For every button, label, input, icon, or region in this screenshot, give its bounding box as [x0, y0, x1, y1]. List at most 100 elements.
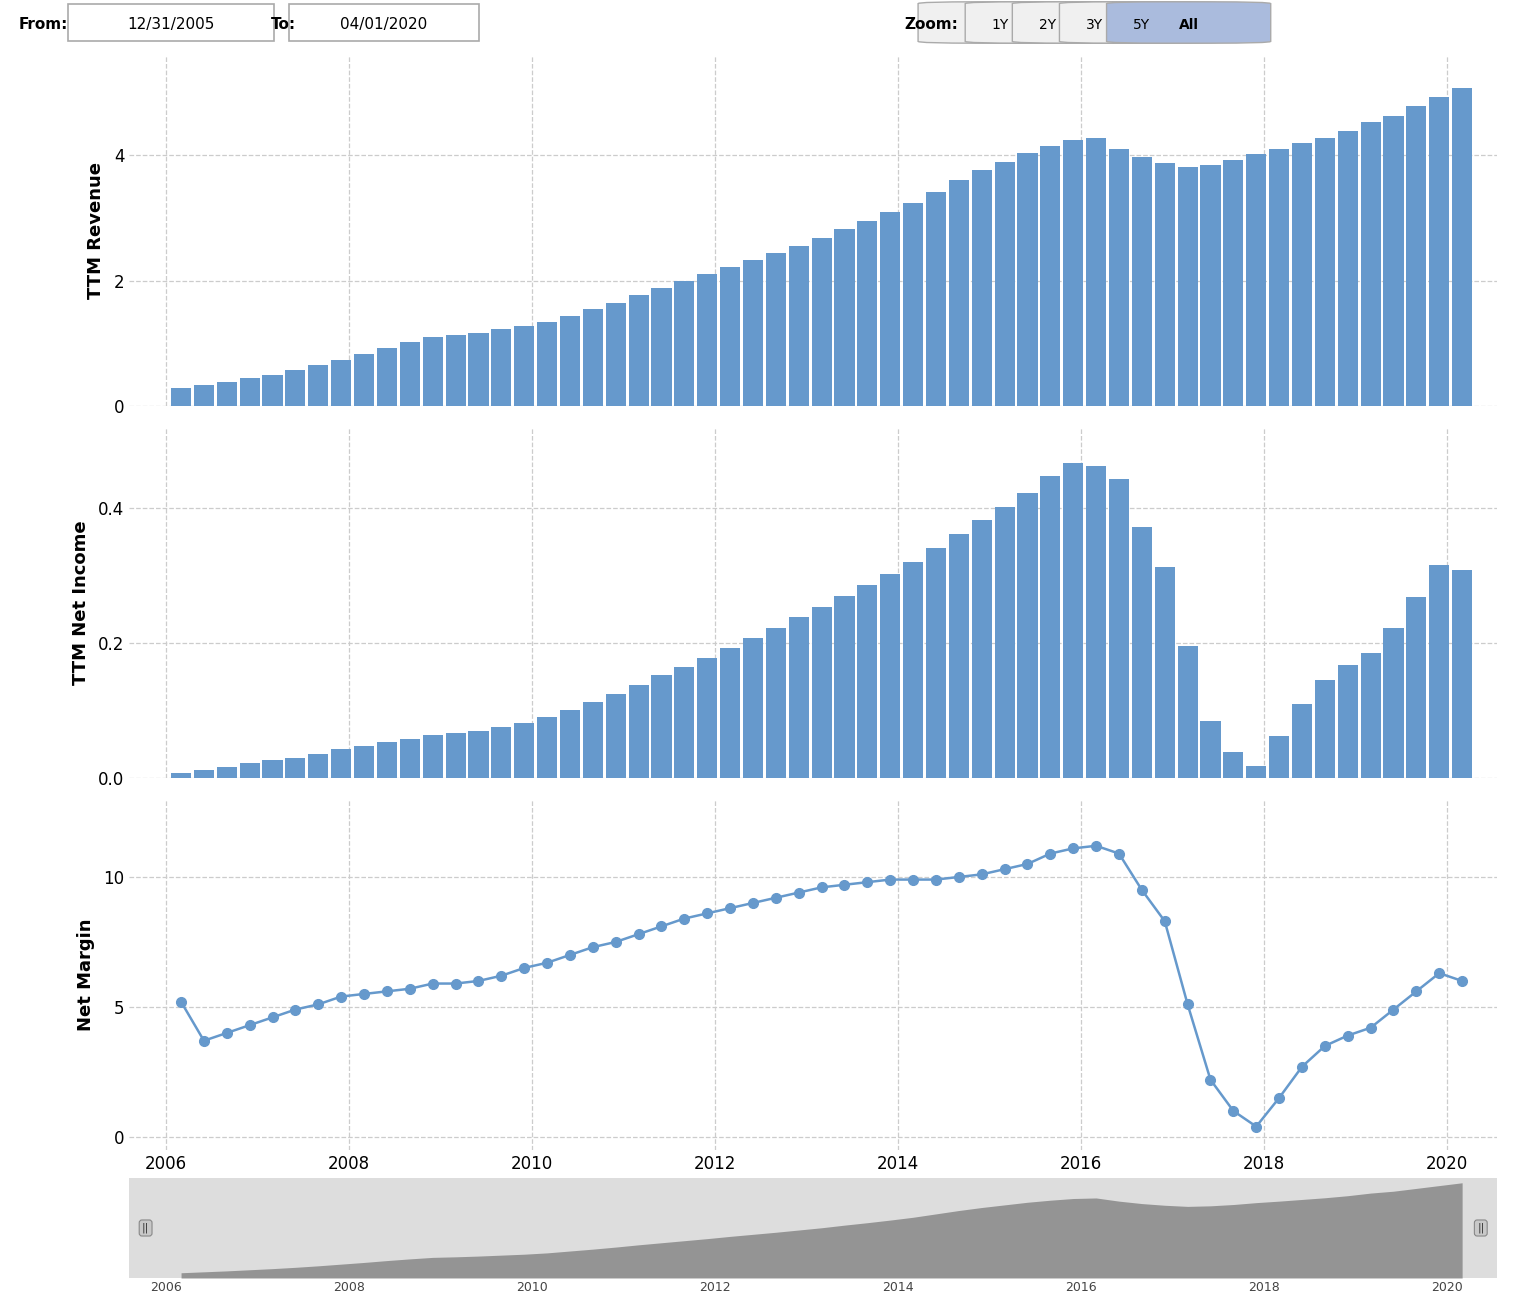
- Bar: [675, 667, 695, 778]
- Bar: [720, 267, 740, 405]
- Bar: [1338, 131, 1357, 405]
- Bar: [263, 760, 283, 778]
- Bar: [880, 574, 900, 778]
- Bar: [400, 341, 420, 405]
- Text: All: All: [1178, 18, 1199, 31]
- Bar: [1085, 466, 1107, 778]
- Text: 3Y: 3Y: [1085, 18, 1104, 31]
- Bar: [354, 354, 374, 405]
- Bar: [1429, 565, 1449, 778]
- Y-axis label: TTM Net Income: TTM Net Income: [71, 521, 90, 685]
- Bar: [1132, 527, 1152, 778]
- Bar: [926, 548, 945, 778]
- Bar: [491, 330, 511, 405]
- Bar: [766, 252, 786, 405]
- Bar: [514, 722, 534, 778]
- Bar: [559, 315, 581, 405]
- Bar: [1062, 463, 1084, 778]
- Bar: [1132, 157, 1152, 405]
- Bar: [445, 734, 465, 778]
- Bar: [948, 181, 968, 405]
- Text: 2Y: 2Y: [1038, 18, 1056, 31]
- Bar: [628, 685, 649, 778]
- Bar: [1246, 765, 1266, 778]
- Bar: [1178, 166, 1198, 405]
- Bar: [1292, 144, 1312, 405]
- Bar: [994, 506, 1015, 778]
- Bar: [1110, 149, 1129, 405]
- Bar: [582, 310, 603, 405]
- Bar: [652, 288, 672, 405]
- Bar: [1040, 476, 1061, 778]
- Bar: [468, 332, 488, 405]
- Bar: [514, 327, 534, 405]
- Text: To:: To:: [271, 17, 296, 33]
- Bar: [857, 585, 877, 778]
- Bar: [812, 607, 831, 778]
- Bar: [240, 378, 260, 405]
- Text: 5Y: 5Y: [1132, 18, 1151, 31]
- FancyBboxPatch shape: [965, 1, 1129, 43]
- FancyBboxPatch shape: [918, 1, 1082, 43]
- Bar: [903, 562, 923, 778]
- Bar: [559, 710, 581, 778]
- Y-axis label: TTM Revenue: TTM Revenue: [87, 162, 105, 300]
- FancyBboxPatch shape: [289, 4, 479, 41]
- Bar: [377, 348, 397, 405]
- Bar: [1017, 153, 1038, 405]
- Bar: [1360, 653, 1380, 778]
- Bar: [354, 746, 374, 778]
- Bar: [1155, 162, 1175, 405]
- Bar: [605, 695, 626, 778]
- FancyBboxPatch shape: [68, 4, 274, 41]
- Bar: [423, 337, 442, 405]
- Text: ||: ||: [1477, 1223, 1485, 1233]
- Text: 1Y: 1Y: [991, 18, 1009, 31]
- Bar: [698, 275, 717, 405]
- Bar: [286, 370, 306, 405]
- Bar: [1224, 161, 1243, 405]
- Bar: [971, 521, 991, 778]
- Bar: [286, 757, 306, 778]
- Bar: [743, 637, 763, 778]
- Bar: [834, 595, 854, 778]
- Bar: [331, 749, 351, 778]
- Bar: [1201, 721, 1221, 778]
- Bar: [628, 296, 649, 405]
- Bar: [1406, 106, 1426, 405]
- Bar: [1429, 97, 1449, 405]
- Bar: [400, 739, 420, 778]
- Bar: [491, 727, 511, 778]
- Bar: [377, 742, 397, 778]
- Bar: [1040, 146, 1061, 405]
- Bar: [170, 773, 192, 778]
- Bar: [331, 360, 351, 405]
- Bar: [1178, 646, 1198, 778]
- Bar: [1246, 154, 1266, 405]
- Bar: [170, 388, 192, 405]
- Bar: [675, 281, 695, 405]
- Bar: [903, 203, 923, 405]
- Text: Zoom:: Zoom:: [904, 17, 958, 33]
- Bar: [1110, 479, 1129, 778]
- Bar: [789, 246, 809, 405]
- Bar: [834, 229, 854, 405]
- Bar: [240, 763, 260, 778]
- Bar: [423, 735, 442, 778]
- Bar: [1360, 122, 1380, 405]
- Bar: [652, 675, 672, 778]
- Bar: [1383, 116, 1403, 405]
- Bar: [605, 302, 626, 405]
- Bar: [789, 617, 809, 778]
- Bar: [1315, 680, 1335, 778]
- Bar: [1017, 493, 1038, 778]
- Bar: [698, 658, 717, 778]
- Bar: [1315, 137, 1335, 405]
- Bar: [309, 365, 328, 405]
- Bar: [1062, 140, 1084, 405]
- Bar: [445, 335, 465, 405]
- Bar: [994, 161, 1015, 405]
- Bar: [1406, 596, 1426, 778]
- Bar: [880, 212, 900, 405]
- Bar: [309, 753, 328, 778]
